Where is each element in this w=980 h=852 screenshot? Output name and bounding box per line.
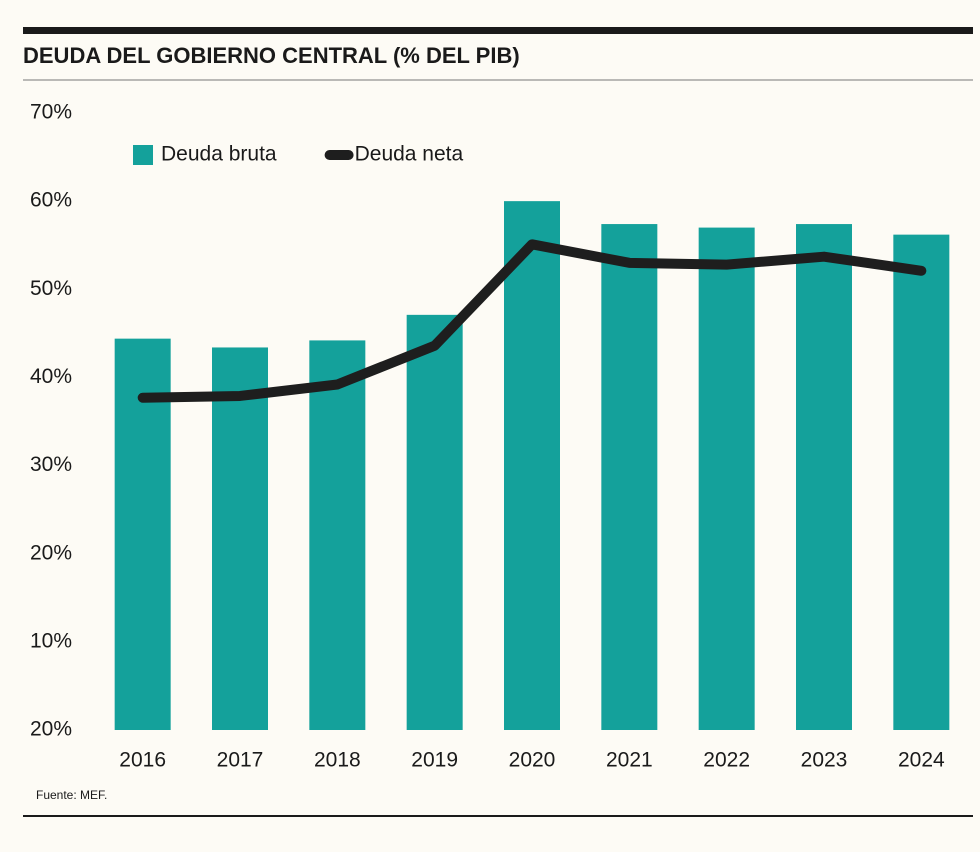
- bar: [212, 347, 268, 730]
- y-tick-label: 20%: [30, 718, 72, 741]
- y-tick-label: 50%: [30, 277, 72, 300]
- bar: [309, 340, 366, 730]
- legend-label: Deuda bruta: [161, 143, 277, 166]
- line: [137, 239, 927, 403]
- y-tick-label: 60%: [30, 189, 72, 212]
- bar: [601, 224, 658, 730]
- bar: [796, 224, 852, 730]
- bar: [406, 314, 463, 730]
- y-tick-label: 30%: [30, 453, 72, 476]
- bar: [698, 227, 755, 731]
- legend-swatch: [133, 145, 153, 165]
- x-tick-label: 2019: [411, 749, 458, 772]
- x-tick-label: 2017: [217, 749, 264, 772]
- source: Fuente: MEF.: [36, 788, 107, 802]
- x-tick-label: 2018: [314, 749, 361, 772]
- x-tick-label: 2016: [119, 749, 166, 772]
- legend-label: Deuda neta: [355, 143, 464, 166]
- top-rule: [23, 27, 973, 34]
- chart-title: DEUDA DEL GOBIERNO CENTRAL (% DEL PIB): [23, 43, 520, 68]
- y-tick-label: 40%: [30, 365, 72, 388]
- y-tick-label: 10%: [30, 629, 72, 652]
- y-tick-label: 70%: [30, 101, 72, 124]
- bar: [893, 234, 950, 730]
- bar: [504, 201, 560, 731]
- x-tick-label: 2024: [898, 749, 945, 772]
- bar: [114, 338, 171, 730]
- y-tick-label: 20%: [30, 541, 72, 564]
- x-tick-label: 2023: [801, 749, 848, 772]
- x-tick-label: 2022: [703, 749, 750, 772]
- x-tick-label: 2020: [509, 749, 556, 772]
- x-tick-label: 2021: [606, 749, 653, 772]
